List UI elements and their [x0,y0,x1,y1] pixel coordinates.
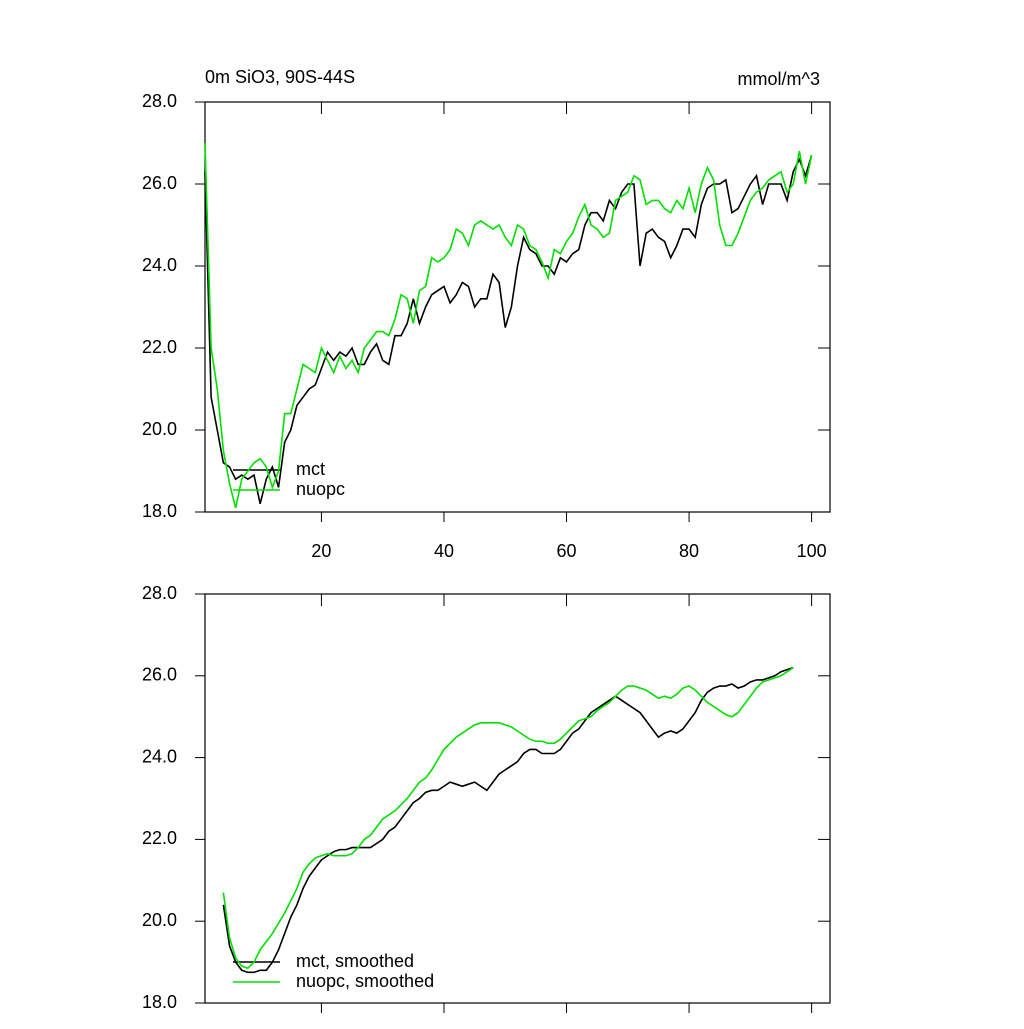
legend-label: mct [296,459,325,479]
data-line [204,142,813,509]
x-tick-label: 80 [679,541,699,561]
plot-frame [204,593,831,1004]
x-tick-label: 60 [557,541,577,561]
legend-label: nuopc, smoothed [296,971,434,991]
legend-label: mct, smoothed [296,951,414,971]
data-line [204,155,813,504]
y-tick-label: 28.0 [142,91,177,111]
y-tick-label: 22.0 [142,828,177,848]
y-tick-label: 18.0 [142,501,177,521]
y-tick-label: 22.0 [142,337,177,357]
y-tick-label: 26.0 [142,173,177,193]
y-tick-label: 20.0 [142,419,177,439]
data-line [222,666,794,970]
y-tick-label: 18.0 [142,992,177,1012]
y-tick-label: 24.0 [142,746,177,766]
left-title: 0m SiO3, 90S-44S [205,67,355,87]
data-line [222,666,794,974]
y-tick-label: 28.0 [142,583,177,603]
x-tick-label: 20 [311,541,331,561]
y-tick-label: 26.0 [142,665,177,685]
right-title: mmol/m^3 [738,69,820,89]
x-tick-label: 40 [434,541,454,561]
y-tick-label: 24.0 [142,255,177,275]
plot-frame [204,101,831,513]
y-tick-label: 20.0 [142,910,177,930]
legend-label: nuopc [296,479,345,499]
x-tick-label: 100 [797,541,827,561]
